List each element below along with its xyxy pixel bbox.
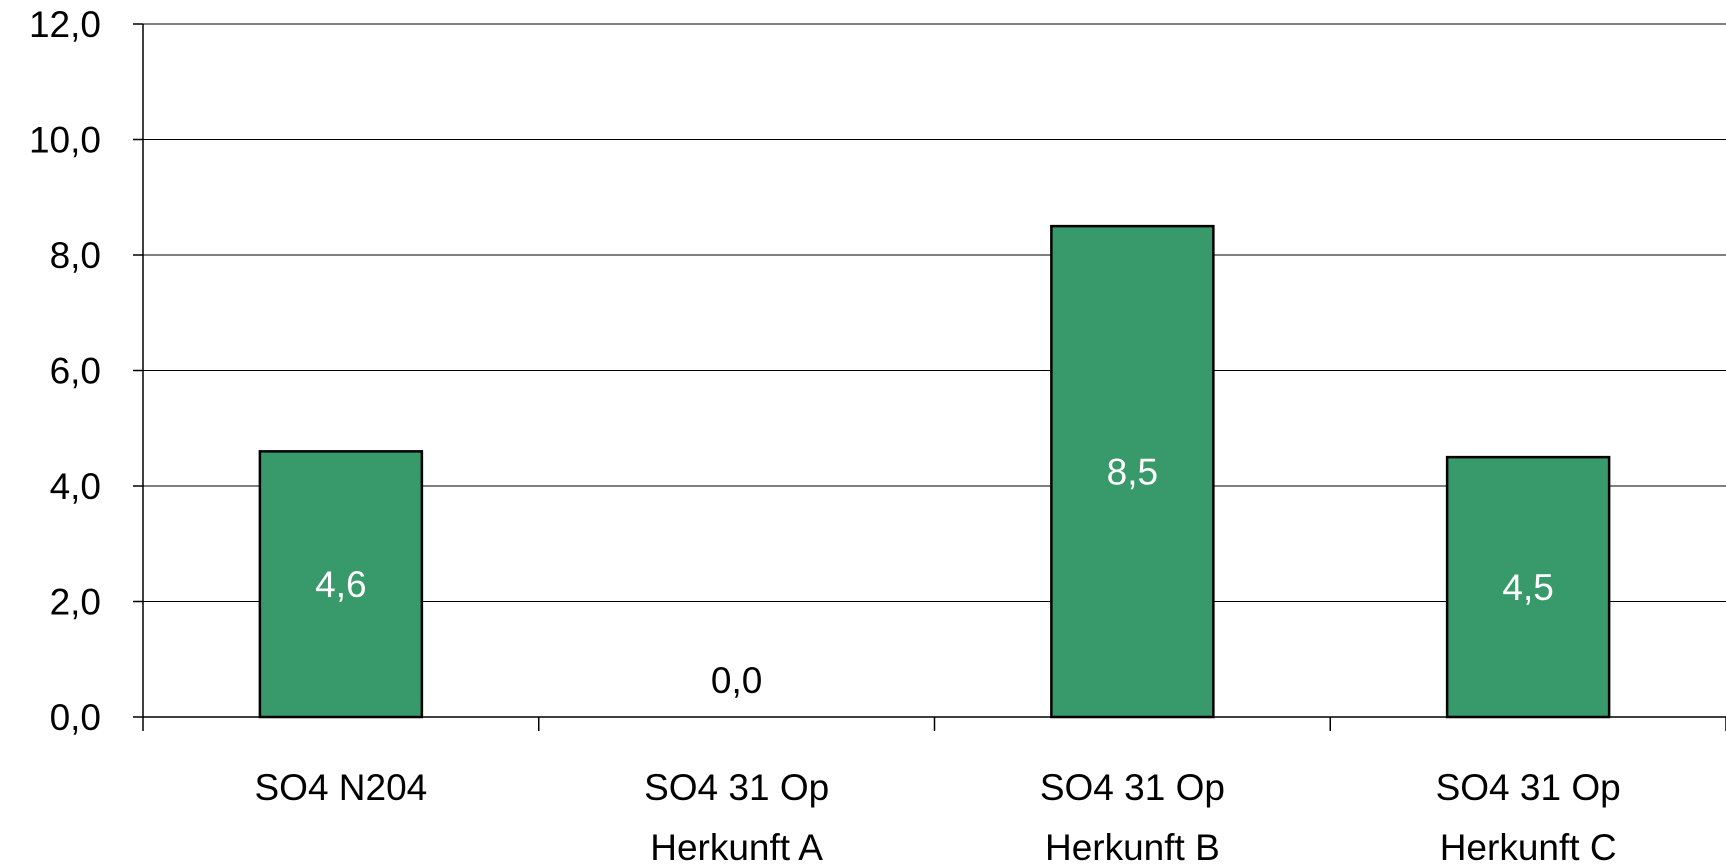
labels: 0,0 2,0 4,0 6,0 8,0 10,0 12,0 4,6 SO4 N204 0,0 SO4… bbox=[29, 4, 1621, 865]
bar bbox=[1050, 224, 1215, 719]
x-tick-label: Herkunft A bbox=[650, 827, 823, 865]
y-tick-label: 6,0 bbox=[50, 351, 101, 392]
x-tick-label: Herkunft B bbox=[1045, 827, 1220, 865]
data-label: 0,0 bbox=[711, 660, 762, 701]
data-label: 4,5 bbox=[1502, 567, 1553, 608]
y-tick-label: 0,0 bbox=[50, 697, 101, 738]
x-tick-label: SO4 31 Op bbox=[1040, 767, 1225, 808]
y-tick-label: 10,0 bbox=[29, 120, 101, 161]
y-tick-label: 4,0 bbox=[50, 466, 101, 507]
data-label: 8,5 bbox=[1107, 452, 1158, 493]
x-tick-label: SO4 N204 bbox=[254, 767, 427, 808]
x-tick-label: SO4 31 Op bbox=[1436, 767, 1621, 808]
y-tick-label: 8,0 bbox=[50, 235, 101, 276]
axes bbox=[133, 23, 1726, 731]
y-tick-label: 12,0 bbox=[29, 4, 101, 45]
y-tick-label: 2,0 bbox=[50, 582, 101, 623]
x-tick-label: Herkunft C bbox=[1440, 827, 1617, 865]
x-tick-label: SO4 31 Op bbox=[644, 767, 829, 808]
data-label: 4,6 bbox=[315, 564, 366, 605]
bars bbox=[258, 224, 1611, 719]
bar bbox=[1445, 455, 1611, 719]
